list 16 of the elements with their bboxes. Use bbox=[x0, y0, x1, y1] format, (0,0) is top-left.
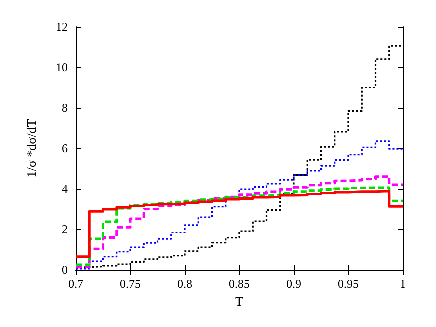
x-tick-label: 1 bbox=[400, 277, 406, 291]
x-tick-label: 0.75 bbox=[120, 277, 141, 291]
y-tick-label: 8 bbox=[62, 101, 68, 115]
y-tick-label: 4 bbox=[62, 182, 68, 196]
x-tick-label: 0.7 bbox=[68, 277, 84, 291]
y-axis-title: 1/σ *dσ/dT bbox=[24, 119, 39, 178]
y-tick-label: 6 bbox=[62, 142, 68, 156]
x-tick-label: 0.8 bbox=[178, 277, 192, 291]
x-tick-label: 0.95 bbox=[338, 277, 359, 291]
y-tick-label: 0 bbox=[62, 263, 68, 277]
y-tick-label: 12 bbox=[56, 20, 68, 34]
x-tick-label: 0.85 bbox=[229, 277, 250, 291]
x-tick-label: 0.9 bbox=[286, 277, 302, 291]
y-tick-label: 10 bbox=[56, 60, 68, 74]
y-tick-label: 2 bbox=[62, 222, 68, 236]
x-axis-title: T bbox=[236, 294, 244, 309]
